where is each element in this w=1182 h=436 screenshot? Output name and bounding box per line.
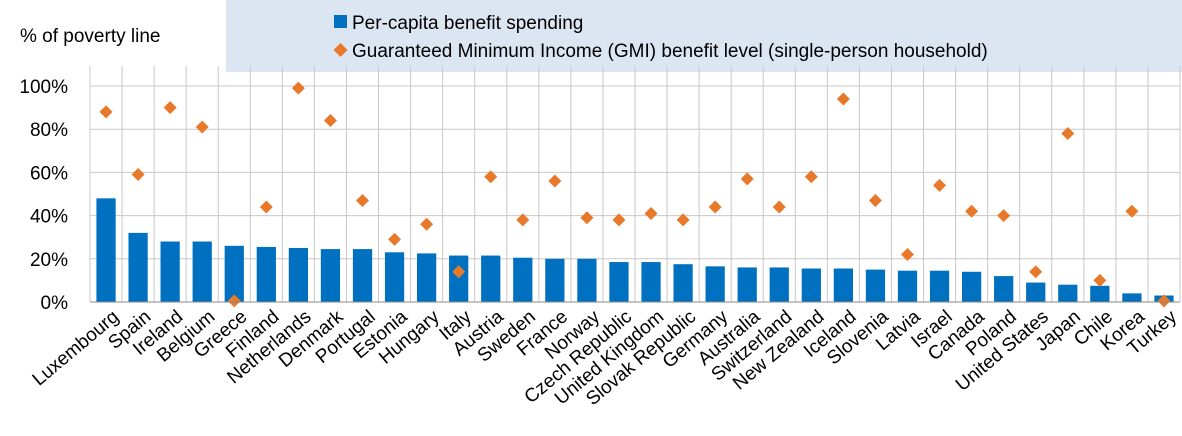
- diamond-marker: [356, 193, 369, 207]
- y-tick-label: 20%: [30, 250, 68, 271]
- diamond-marker: [901, 247, 914, 261]
- bar: [384, 252, 405, 302]
- diamond-marker: [933, 178, 947, 192]
- bar: [288, 248, 308, 302]
- bar: [1058, 284, 1078, 302]
- x-tick-label: Luxembourg: [29, 306, 123, 390]
- diamond-marker: [388, 232, 402, 246]
- y-tick-label: 100%: [19, 77, 68, 98]
- bar: [641, 262, 661, 302]
- bar: [705, 266, 725, 302]
- diamond-marker: [516, 213, 530, 227]
- diamond-marker: [163, 101, 177, 115]
- diamond-marker: [1125, 204, 1139, 218]
- diamond-marker: [1029, 265, 1043, 279]
- diamond-marker: [131, 168, 145, 182]
- diamond-marker: [195, 120, 209, 134]
- bar: [897, 270, 918, 302]
- bar: [224, 245, 244, 302]
- legend-label: Guaranteed Minimum Income (GMI) benefit …: [352, 41, 988, 62]
- diamond-marker: [1061, 127, 1075, 141]
- bar: [513, 257, 533, 302]
- bar: [577, 258, 597, 302]
- diamond-marker: [868, 193, 882, 207]
- bar: [673, 264, 693, 302]
- bar: [609, 262, 629, 302]
- diamond-marker: [227, 294, 241, 308]
- diamond-marker: [580, 211, 594, 225]
- bar: [737, 267, 757, 302]
- bar: [865, 269, 886, 302]
- bar: [352, 249, 373, 302]
- diamond-marker: [452, 265, 466, 279]
- legend-box: [226, 0, 1182, 72]
- diamond-marker: [836, 92, 850, 106]
- y-tick-label: 60%: [30, 163, 68, 184]
- bar: [128, 232, 148, 302]
- diamond-marker: [484, 170, 498, 184]
- bar: [417, 253, 437, 302]
- bar: [96, 198, 116, 302]
- diamond-marker: [708, 200, 722, 214]
- diamond-marker: [548, 174, 562, 188]
- diamond-marker: [1093, 273, 1107, 287]
- bar: [1122, 293, 1142, 302]
- bar: [1026, 282, 1046, 302]
- bar: [994, 276, 1014, 302]
- legend-swatch: [334, 15, 347, 28]
- diamond-marker: [1157, 294, 1171, 308]
- bar: [481, 255, 501, 302]
- legend-swatch: [333, 43, 348, 57]
- y-tick-label: 0%: [41, 293, 69, 314]
- y-axis-label: % of poverty line: [20, 26, 160, 47]
- diamond-marker: [804, 170, 818, 184]
- bar: [545, 258, 565, 302]
- diamond-marker: [772, 200, 786, 214]
- bar: [256, 246, 276, 302]
- bar: [449, 255, 469, 302]
- diamond-marker: [323, 114, 337, 128]
- diamond-marker: [99, 105, 113, 119]
- diamond-marker: [676, 213, 690, 227]
- bar: [962, 271, 982, 302]
- bar: [801, 268, 821, 302]
- diamond-marker: [740, 172, 754, 186]
- diamond-marker: [420, 217, 434, 231]
- bar: [192, 241, 212, 302]
- bar: [769, 267, 789, 302]
- y-tick-label: 40%: [30, 207, 68, 228]
- bar: [929, 270, 950, 302]
- diamond-marker: [612, 213, 626, 227]
- bar: [833, 268, 853, 302]
- legend-label: Per-capita benefit spending: [352, 13, 583, 34]
- bar: [160, 241, 180, 302]
- bar: [320, 249, 341, 302]
- diamond-marker: [259, 200, 273, 214]
- diamond-marker: [965, 204, 979, 218]
- bar: [1090, 285, 1110, 302]
- diamond-marker: [644, 206, 658, 220]
- y-tick-label: 80%: [30, 120, 68, 141]
- diamond-marker: [997, 209, 1011, 223]
- diamond-marker: [291, 81, 305, 95]
